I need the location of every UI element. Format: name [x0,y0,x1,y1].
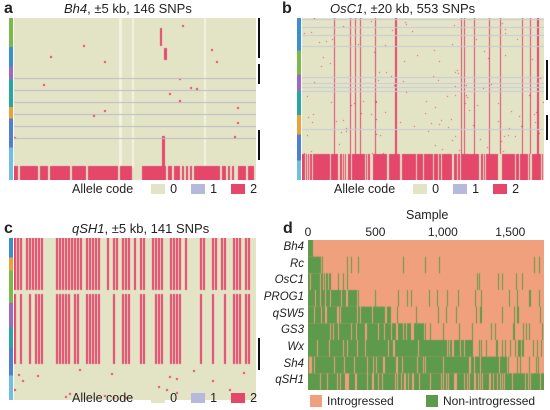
panel-d-gene-label: Wx [287,341,304,353]
panel-d-tick: 0 [304,225,312,239]
legend-label-2: 2 [250,391,258,405]
panel-d-gene-label: qSH1 [275,374,304,387]
legend-swatch-2 [231,393,246,403]
panel-b-title: OsC1, ±20 kb, 553 SNPs [330,1,475,16]
panel-b-heatmap [302,18,544,180]
legend-swatch-0 [413,184,428,194]
panel-letter-a: a [4,0,13,17]
non-introgressed-swatch [426,395,438,407]
legend-title: Allele code [72,182,134,196]
panel-b-detail: , ±20 kb, 553 SNPs [363,1,476,16]
panel-d-tick: 500 [365,225,386,239]
legend-swatch-2 [231,184,246,194]
panel-b-right-marker [546,60,548,100]
legend-label-0: 0 [170,391,178,405]
legend-title: Allele code [72,391,134,405]
panel-d-gene-label: Bh4 [283,241,304,253]
panel-d-gene-label: Sh4 [283,357,304,370]
panel-d-matrix [308,240,544,390]
introgressed-swatch [310,395,322,407]
panel-c-detail: , ±5 kb, 141 SNPs [104,221,210,236]
panel-d-tick: 1,500 [495,225,526,239]
panel-b-right-marker [546,115,548,140]
panel-a-heatmap [14,18,256,180]
legend-label-2: 2 [250,182,258,196]
panel-d-legend-non-introgressed: Non-introgressed [426,394,535,408]
panel-a-title: Bh4, ±5 kb, 146 SNPs [64,1,192,16]
panel-a-right-marker [258,130,260,160]
panel-letter-c: c [4,220,13,237]
panel-letter-d: d [283,220,293,237]
panel-a-group-bar [9,18,13,180]
legend-swatch-0 [151,393,166,403]
legend-label-0: 0 [432,182,440,196]
legend-swatch-1 [453,184,468,194]
panel-c-heatmap [14,238,256,400]
non-introgressed-label: Non-introgressed [443,394,536,408]
legend-label-1: 1 [210,182,218,196]
panel-d-gene-label: Rc [289,257,304,270]
panel-b-legend: Allele code 0 1 2 [334,182,519,196]
legend-label-1: 1 [472,182,480,196]
panel-c-group-bar [9,238,13,400]
heat-b-canvas [302,18,544,180]
panel-a-right-marker [258,18,260,58]
panel-a-right-marker [258,64,260,84]
panel-d-gene-label: PROG1 [263,291,304,303]
legend-label-2: 2 [512,182,520,196]
panel-letter-b: b [282,0,292,17]
panel-b-gene: OsC1 [330,1,364,16]
panel-d-axis-label: Sample [406,208,449,222]
legend-label-1: 1 [210,391,218,405]
panel-a-gene: Bh4 [64,1,88,16]
panel-c-legend: Allele code 0 1 2 [72,391,257,405]
heat-c-canvas [14,238,256,400]
panel-d-gene-label: GS3 [280,324,304,337]
heat-d-canvas [308,240,544,390]
panel-c-title: qSH1, ±5 kb, 141 SNPs [72,221,209,236]
introgressed-label: Introgressed [327,394,394,408]
panel-b-group-bar [297,18,301,180]
panel-d-gene-label: OsC1 [274,274,304,287]
panel-d-tick: 1,000 [427,225,458,239]
legend-title: Allele code [334,182,396,196]
panel-d-legend-introgressed: Introgressed [310,394,394,408]
legend-swatch-0 [151,184,166,194]
heat-a-canvas [14,18,256,180]
legend-label-0: 0 [170,182,178,196]
panel-a-legend: Allele code 0 1 2 [72,182,257,196]
legend-swatch-1 [191,393,206,403]
legend-swatch-1 [191,184,206,194]
legend-swatch-2 [493,184,508,194]
panel-d-gene-label: qSW5 [272,307,304,320]
panel-a-detail: , ±5 kb, 146 SNPs [87,1,192,16]
panel-c-right-marker [258,338,260,370]
panel-c-gene: qSH1 [72,221,105,236]
